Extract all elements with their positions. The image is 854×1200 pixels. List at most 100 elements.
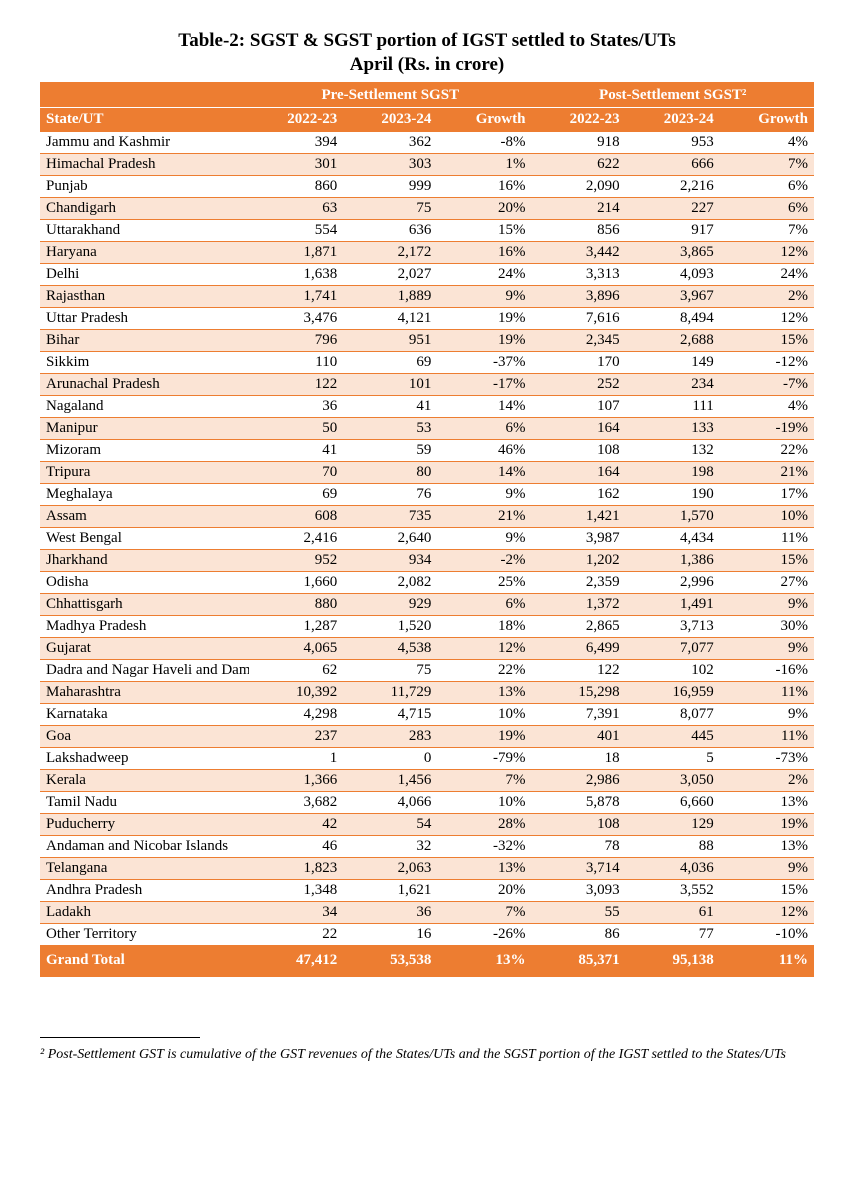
table-row: Haryana1,8712,17216%3,4423,86512% xyxy=(40,242,814,264)
cell-post-y2: 2,688 xyxy=(626,330,720,352)
table-title-line1: Table-2: SGST & SGST portion of IGST set… xyxy=(40,30,814,52)
cell-pre-growth: 16% xyxy=(437,176,531,198)
table-row: Nagaland364114%1071114% xyxy=(40,396,814,418)
cell-post-y1: 3,313 xyxy=(531,264,625,286)
cell-pre-y2: 2,082 xyxy=(343,572,437,594)
table-row: Jammu and Kashmir394362-8%9189534% xyxy=(40,132,814,154)
cell-pre-growth: 7% xyxy=(437,770,531,792)
footnote-separator xyxy=(40,1037,200,1038)
cell-post-growth: 15% xyxy=(720,550,814,572)
table-row: Assam60873521%1,4211,57010% xyxy=(40,506,814,528)
cell-pre-y2: 303 xyxy=(343,154,437,176)
cell-post-growth: 6% xyxy=(720,198,814,220)
cell-post-growth: 12% xyxy=(720,902,814,924)
cell-post-y2: 149 xyxy=(626,352,720,374)
cell-pre-growth: 15% xyxy=(437,220,531,242)
cell-pre-y2: 1,456 xyxy=(343,770,437,792)
cell-total-post-y2: 95,138 xyxy=(626,946,720,977)
cell-pre-growth: 25% xyxy=(437,572,531,594)
cell-state: Himachal Pradesh xyxy=(40,154,249,176)
cell-pre-y2: 16 xyxy=(343,924,437,946)
cell-post-y1: 2,090 xyxy=(531,176,625,198)
table-row: Mizoram415946%10813222% xyxy=(40,440,814,462)
cell-post-y1: 15,298 xyxy=(531,682,625,704)
table-row: Kerala1,3661,4567%2,9863,0502% xyxy=(40,770,814,792)
cell-state: Uttarakhand xyxy=(40,220,249,242)
col-state: State/UT xyxy=(40,108,249,132)
cell-pre-y2: 1,889 xyxy=(343,286,437,308)
cell-post-y1: 2,345 xyxy=(531,330,625,352)
cell-pre-y1: 46 xyxy=(249,836,343,858)
cell-post-y2: 61 xyxy=(626,902,720,924)
cell-state: Punjab xyxy=(40,176,249,198)
cell-post-growth: 11% xyxy=(720,682,814,704)
cell-pre-y2: 2,063 xyxy=(343,858,437,880)
cell-pre-growth: 1% xyxy=(437,154,531,176)
cell-pre-y1: 62 xyxy=(249,660,343,682)
cell-state: Rajasthan xyxy=(40,286,249,308)
header-group-row: Pre-Settlement SGST Post-Settlement SGST… xyxy=(40,83,814,108)
cell-pre-growth: 46% xyxy=(437,440,531,462)
cell-post-y2: 77 xyxy=(626,924,720,946)
cell-state: Arunachal Pradesh xyxy=(40,374,249,396)
cell-state: Haryana xyxy=(40,242,249,264)
table-title-line2: April (Rs. in crore) xyxy=(40,54,814,76)
cell-post-growth: 15% xyxy=(720,880,814,902)
cell-pre-growth: 14% xyxy=(437,396,531,418)
cell-pre-y2: 2,027 xyxy=(343,264,437,286)
cell-post-growth: 9% xyxy=(720,704,814,726)
cell-post-y1: 3,442 xyxy=(531,242,625,264)
cell-state: Nagaland xyxy=(40,396,249,418)
cell-state: Telangana xyxy=(40,858,249,880)
table-row: Maharashtra10,39211,72913%15,29816,95911… xyxy=(40,682,814,704)
grand-total-row: Grand Total47,41253,53813%85,37195,13811… xyxy=(40,946,814,977)
cell-pre-y1: 42 xyxy=(249,814,343,836)
cell-post-y2: 4,036 xyxy=(626,858,720,880)
cell-total-post-y1: 85,371 xyxy=(531,946,625,977)
table-row: Chandigarh637520%2142276% xyxy=(40,198,814,220)
cell-pre-y1: 3,682 xyxy=(249,792,343,814)
cell-post-growth: 27% xyxy=(720,572,814,594)
cell-post-y2: 3,552 xyxy=(626,880,720,902)
cell-pre-y1: 41 xyxy=(249,440,343,462)
cell-state: Tamil Nadu xyxy=(40,792,249,814)
cell-pre-y1: 50 xyxy=(249,418,343,440)
cell-pre-y1: 34 xyxy=(249,902,343,924)
cell-post-growth: 7% xyxy=(720,220,814,242)
table-row: Sikkim11069-37%170149-12% xyxy=(40,352,814,374)
cell-post-growth: 21% xyxy=(720,462,814,484)
table-row: Uttar Pradesh3,4764,12119%7,6168,49412% xyxy=(40,308,814,330)
cell-pre-growth: 9% xyxy=(437,528,531,550)
cell-post-y2: 4,093 xyxy=(626,264,720,286)
cell-post-y2: 8,077 xyxy=(626,704,720,726)
cell-total-label: Grand Total xyxy=(40,946,249,977)
cell-state: Mizoram xyxy=(40,440,249,462)
table-row: Arunachal Pradesh122101-17%252234-7% xyxy=(40,374,814,396)
cell-post-y1: 18 xyxy=(531,748,625,770)
cell-pre-y1: 880 xyxy=(249,594,343,616)
cell-post-growth: 22% xyxy=(720,440,814,462)
cell-post-y1: 7,616 xyxy=(531,308,625,330)
cell-post-y2: 111 xyxy=(626,396,720,418)
table-row: Tamil Nadu3,6824,06610%5,8786,66013% xyxy=(40,792,814,814)
cell-pre-y2: 4,121 xyxy=(343,308,437,330)
cell-state: Sikkim xyxy=(40,352,249,374)
cell-post-y2: 190 xyxy=(626,484,720,506)
cell-pre-y2: 362 xyxy=(343,132,437,154)
table-row: Uttarakhand55463615%8569177% xyxy=(40,220,814,242)
cell-post-growth: -73% xyxy=(720,748,814,770)
cell-pre-y2: 283 xyxy=(343,726,437,748)
cell-pre-y1: 36 xyxy=(249,396,343,418)
cell-pre-y1: 1,638 xyxy=(249,264,343,286)
cell-post-growth: 4% xyxy=(720,396,814,418)
col-pre-y2: 2023-24 xyxy=(343,108,437,132)
col-post-y1: 2022-23 xyxy=(531,108,625,132)
cell-pre-growth: -8% xyxy=(437,132,531,154)
cell-post-y1: 5,878 xyxy=(531,792,625,814)
cell-pre-y1: 394 xyxy=(249,132,343,154)
cell-pre-growth: 16% xyxy=(437,242,531,264)
cell-pre-y1: 110 xyxy=(249,352,343,374)
sgst-table: Pre-Settlement SGST Post-Settlement SGST… xyxy=(40,82,814,977)
cell-post-y1: 214 xyxy=(531,198,625,220)
cell-post-y2: 2,996 xyxy=(626,572,720,594)
